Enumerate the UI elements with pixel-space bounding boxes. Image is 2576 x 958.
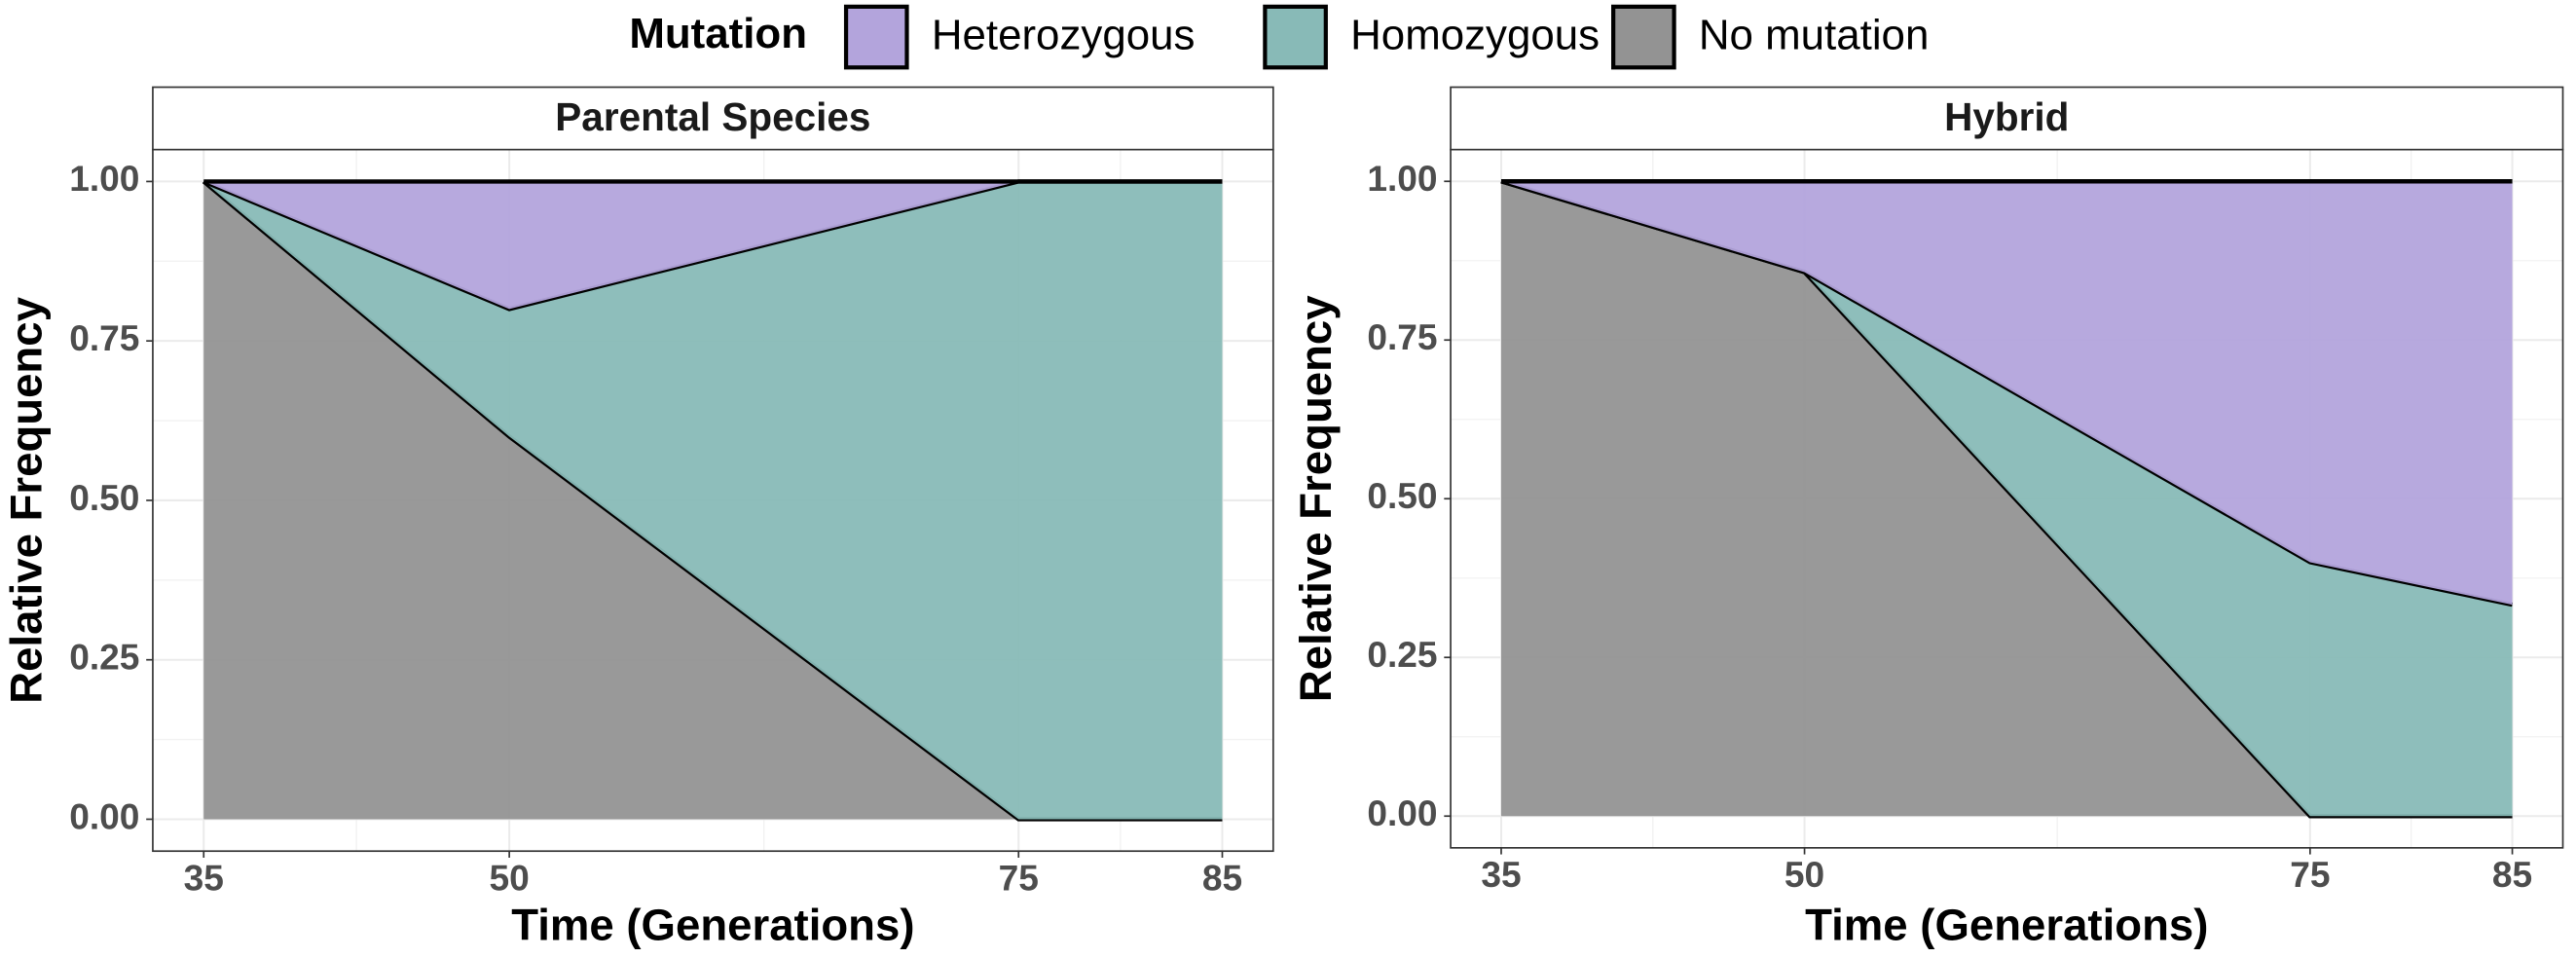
y-tick-label: 0.50: [1367, 475, 1437, 516]
y-tick-label: 0.25: [69, 637, 139, 678]
x-tick-label: 85: [1202, 857, 1242, 898]
y-tick-label: 1.00: [1367, 158, 1437, 199]
x-axis-title: Time (Generations): [1805, 901, 2208, 950]
legend-label: No mutation: [1699, 12, 1929, 59]
legend-title: Mutation: [629, 10, 807, 57]
area: [1500, 181, 2513, 606]
x-tick-label: 50: [1785, 854, 1824, 895]
y-axis-title: Relative Frequency: [1, 296, 51, 703]
x-axis-title: Time (Generations): [511, 901, 914, 950]
area: [1500, 181, 2513, 817]
y-tick-label: 0.75: [1367, 316, 1437, 357]
y-tick-label: 0.75: [69, 317, 139, 358]
legend-key: [843, 4, 909, 70]
strip-title: Hybrid: [1944, 94, 2069, 139]
x-tick-label: 35: [184, 857, 224, 898]
area: [1500, 181, 2513, 817]
strip: [1450, 86, 2564, 151]
legend-key: [1611, 4, 1676, 70]
x-tick-label: 75: [999, 857, 1039, 898]
x-tick-label: 50: [489, 857, 529, 898]
y-tick-label: 1.00: [69, 158, 139, 199]
legend-label: Heterozygous: [932, 12, 1196, 59]
legend-key: [1263, 4, 1328, 70]
legend-label: Homozygous: [1350, 12, 1600, 59]
x-tick-label: 75: [2290, 854, 2330, 895]
strip-title: Parental Species: [555, 94, 870, 139]
x-tick-label: 85: [2492, 854, 2532, 895]
area: [203, 181, 1223, 310]
y-tick-label: 0.25: [1367, 634, 1437, 675]
strip: [152, 86, 1274, 151]
area: [203, 181, 1223, 820]
y-tick-label: 0.00: [69, 795, 139, 836]
y-tick-label: 0.50: [69, 477, 139, 518]
x-tick-label: 35: [1481, 854, 1521, 895]
y-tick-label: 0.00: [1367, 792, 1437, 833]
y-axis-title: Relative Frequency: [1291, 295, 1341, 702]
area-outline: [202, 179, 1223, 822]
area: [203, 181, 1223, 820]
